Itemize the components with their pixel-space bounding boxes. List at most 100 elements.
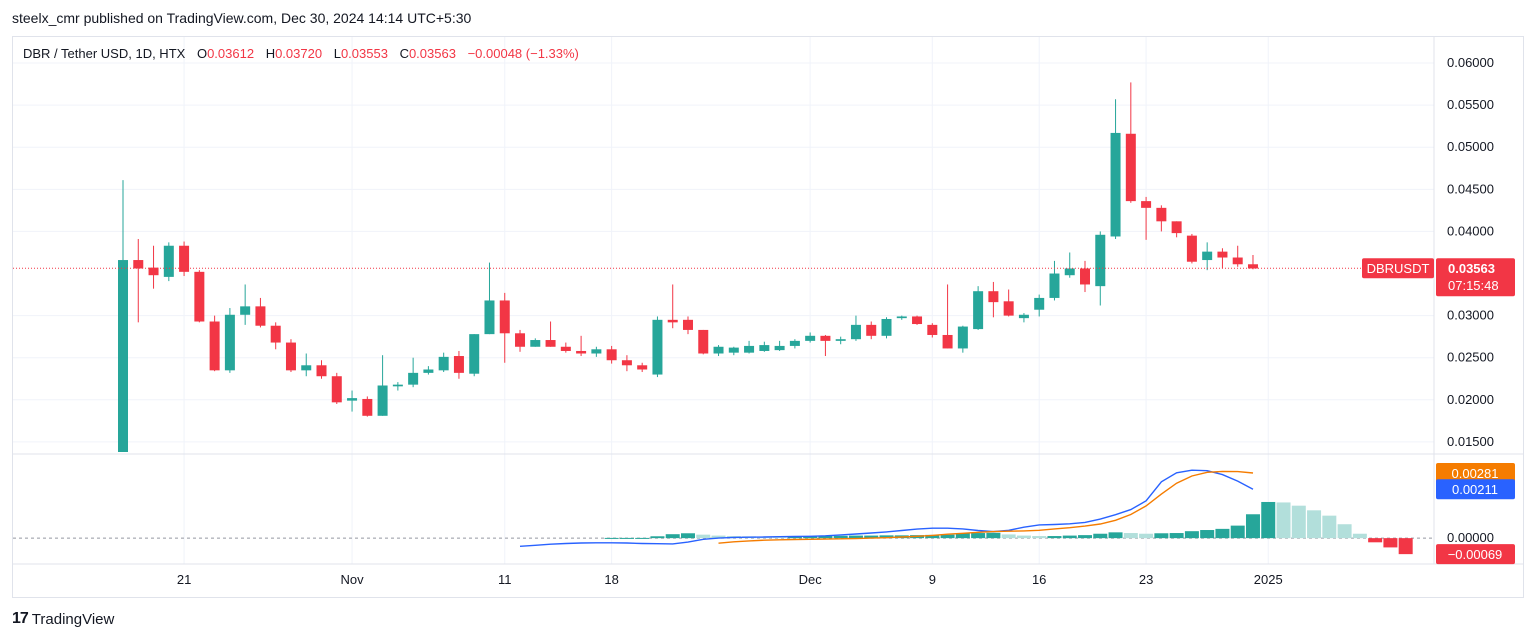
countdown-timer: 07:15:48 xyxy=(1448,278,1499,293)
publisher-line: steelx_cmr published on TradingView.com,… xyxy=(12,10,472,26)
histogram-bar-positive xyxy=(1322,515,1337,539)
histogram-bar-positive xyxy=(711,535,726,539)
candle-body-down xyxy=(545,340,556,347)
legend-high: 0.03720 xyxy=(275,46,323,61)
histogram-bar-positive xyxy=(787,536,802,539)
histogram-bar-positive xyxy=(635,537,650,539)
histogram-bar-positive xyxy=(604,537,619,539)
candle-body-up xyxy=(896,316,907,319)
candle-body-up xyxy=(408,372,419,385)
histogram-bar-positive xyxy=(1245,514,1260,539)
signal-line xyxy=(718,470,1254,544)
candle-body-up xyxy=(438,356,449,371)
histogram-bar-positive xyxy=(833,535,848,539)
candle-body-up xyxy=(850,324,861,340)
candle-body-up xyxy=(118,260,128,452)
macd-value-tag-box xyxy=(1436,479,1515,500)
histogram-bar-positive xyxy=(925,534,940,539)
candle-body-down xyxy=(820,335,831,341)
time-axis-tick-label: 11 xyxy=(498,572,512,587)
legend-symbol: DBR / Tether USD, 1D, HTX xyxy=(23,46,186,61)
candle-body-down xyxy=(1141,201,1152,208)
candle-body-down xyxy=(560,346,571,351)
histogram-bar-positive xyxy=(619,537,634,539)
price-axis-tick-label: 0.01500 xyxy=(1447,434,1494,449)
histogram-bar-positive xyxy=(1307,510,1322,539)
last-price-tag-value: 0.03563 xyxy=(1448,261,1495,276)
time-axis-tick-label: Dec xyxy=(799,572,823,587)
footer-brand-text: TradingView xyxy=(31,610,115,628)
histogram-bar-positive xyxy=(1139,533,1154,539)
candle-body-up xyxy=(423,369,434,373)
histogram-bar-negative xyxy=(1383,538,1398,548)
candle-body-down xyxy=(270,325,281,343)
chart-svg[interactable]: 0.06000 0.05500 0.05000 0.04500 0.04000 0.030… xyxy=(13,37,1523,597)
candle-body-down xyxy=(576,350,587,354)
price-axis-tick-label: 0.06000 xyxy=(1447,55,1494,70)
time-axis-tick-label: 9 xyxy=(929,572,936,587)
histogram-bar-positive xyxy=(1078,535,1093,539)
candle-body-up xyxy=(377,385,388,416)
candle-body-down xyxy=(1247,264,1258,269)
candle-body-down xyxy=(942,334,953,349)
price-axis-tick-label: 0.05000 xyxy=(1447,139,1494,154)
candle-body-down xyxy=(988,291,999,303)
histogram-bar-positive xyxy=(1093,533,1108,539)
histogram-value-tag-box xyxy=(1436,544,1515,565)
candle-body-down xyxy=(637,365,648,370)
candle-body-down xyxy=(179,245,190,272)
histogram-bar-positive xyxy=(665,534,680,539)
candle-body-up xyxy=(392,384,403,387)
candle-body-down xyxy=(499,300,510,334)
candle-body-up xyxy=(713,346,724,354)
chart-frame: 0.06000 0.05500 0.05000 0.04500 0.04000 0.030… xyxy=(12,36,1524,598)
candle-body-up xyxy=(789,340,800,346)
symbol-tag-box xyxy=(1362,258,1434,279)
time-axis-tick-label: 18 xyxy=(604,572,618,587)
legend-close: 0.03563 xyxy=(408,46,456,61)
signal-value-tag-value: 0.00281 xyxy=(1452,466,1499,481)
candle-body-up xyxy=(728,347,739,353)
candle-body-up xyxy=(1064,268,1075,276)
candle-body-down xyxy=(1003,301,1014,316)
candle-body-down xyxy=(1125,133,1136,202)
histogram-bar-negative xyxy=(1398,538,1413,555)
histogram-bar-positive xyxy=(1154,533,1169,539)
histogram-bar-positive xyxy=(1047,536,1062,539)
candle-body-down xyxy=(927,324,938,335)
candle-body-up xyxy=(973,291,984,330)
histogram-bar-positive xyxy=(1108,532,1123,539)
candle-body-down xyxy=(255,306,266,326)
candle-body-down xyxy=(515,333,526,347)
histogram-bar-positive xyxy=(818,535,833,539)
candle-body-down xyxy=(1232,257,1243,265)
candle-body-up xyxy=(530,340,541,347)
footer-brand[interactable]: 17 TradingView xyxy=(12,610,114,628)
time-axis-tick-label: Nov xyxy=(340,572,364,587)
histogram-bar-positive xyxy=(1352,533,1367,539)
histogram-bar-positive xyxy=(986,532,1001,539)
candle-body-up xyxy=(1018,314,1029,319)
histogram-bar-positive xyxy=(1169,533,1184,539)
candle-body-up xyxy=(744,345,755,353)
candle-body-down xyxy=(453,356,464,373)
candle-body-down xyxy=(1171,221,1182,234)
histogram-bar-positive xyxy=(1215,528,1230,539)
histogram-bar-positive xyxy=(696,534,711,539)
histogram-bar-positive xyxy=(803,536,818,539)
histogram-bar-positive xyxy=(1062,535,1077,539)
candle-body-down xyxy=(1217,251,1228,258)
candle-body-up xyxy=(469,334,480,374)
price-axis-tick-label: 0.04000 xyxy=(1447,223,1494,238)
legend-high-label: H xyxy=(265,46,276,61)
candle-body-down xyxy=(621,360,632,366)
candle-body-up xyxy=(652,319,663,375)
candle-body-up xyxy=(484,300,495,335)
candle-body-up xyxy=(591,349,602,354)
legend-close-label: C xyxy=(399,46,409,61)
candle-body-down xyxy=(331,376,342,403)
price-axis-tick-label: 0.02500 xyxy=(1447,350,1494,365)
candle-body-down xyxy=(285,342,296,371)
candle-body-down xyxy=(316,365,327,377)
candle-body-down xyxy=(606,349,617,361)
